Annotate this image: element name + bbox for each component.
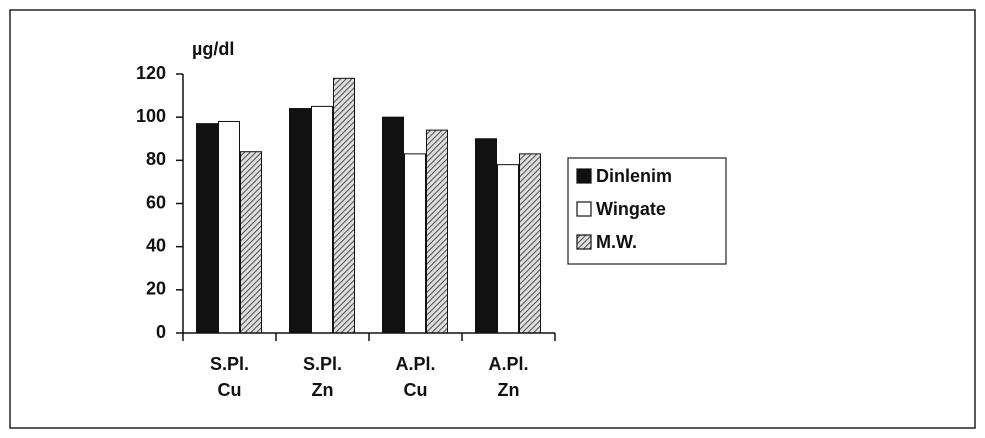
bar	[196, 123, 218, 334]
y-axis-label: µg/dl	[192, 39, 234, 59]
bar	[404, 153, 426, 334]
y-tick-label: 40	[146, 235, 166, 255]
x-tick-label: S.Pl. Zn	[302, 354, 342, 400]
legend	[567, 157, 727, 265]
y-tick-label: 60	[146, 192, 166, 212]
y-tick-label: 100	[136, 106, 166, 126]
bar	[289, 108, 311, 334]
bar	[240, 151, 262, 334]
x-tick-label: S.Pl. Cu	[209, 354, 249, 400]
y-tick-label: 20	[146, 279, 166, 299]
bar	[497, 164, 519, 334]
x-tick-label: A.Pl. Cu	[395, 354, 436, 400]
legend-label: M.W.	[596, 232, 637, 252]
frame	[9, 9, 976, 429]
legend-label: Wingate	[596, 199, 666, 219]
y-tick-label: 120	[136, 63, 166, 83]
bar	[218, 120, 240, 334]
bar	[311, 105, 333, 334]
bar	[475, 138, 497, 334]
legend-swatch	[576, 201, 592, 217]
bar	[519, 153, 541, 334]
bar	[333, 77, 355, 334]
bar	[382, 116, 404, 334]
legend-label: Dinlenim	[596, 166, 672, 186]
bar	[426, 129, 448, 334]
x-tick-label: A.Pl. Zn	[488, 354, 529, 400]
y-tick-label: 0	[156, 322, 166, 342]
y-tick-label: 80	[146, 149, 166, 169]
legend-swatch	[576, 234, 592, 250]
legend-swatch	[576, 168, 592, 184]
